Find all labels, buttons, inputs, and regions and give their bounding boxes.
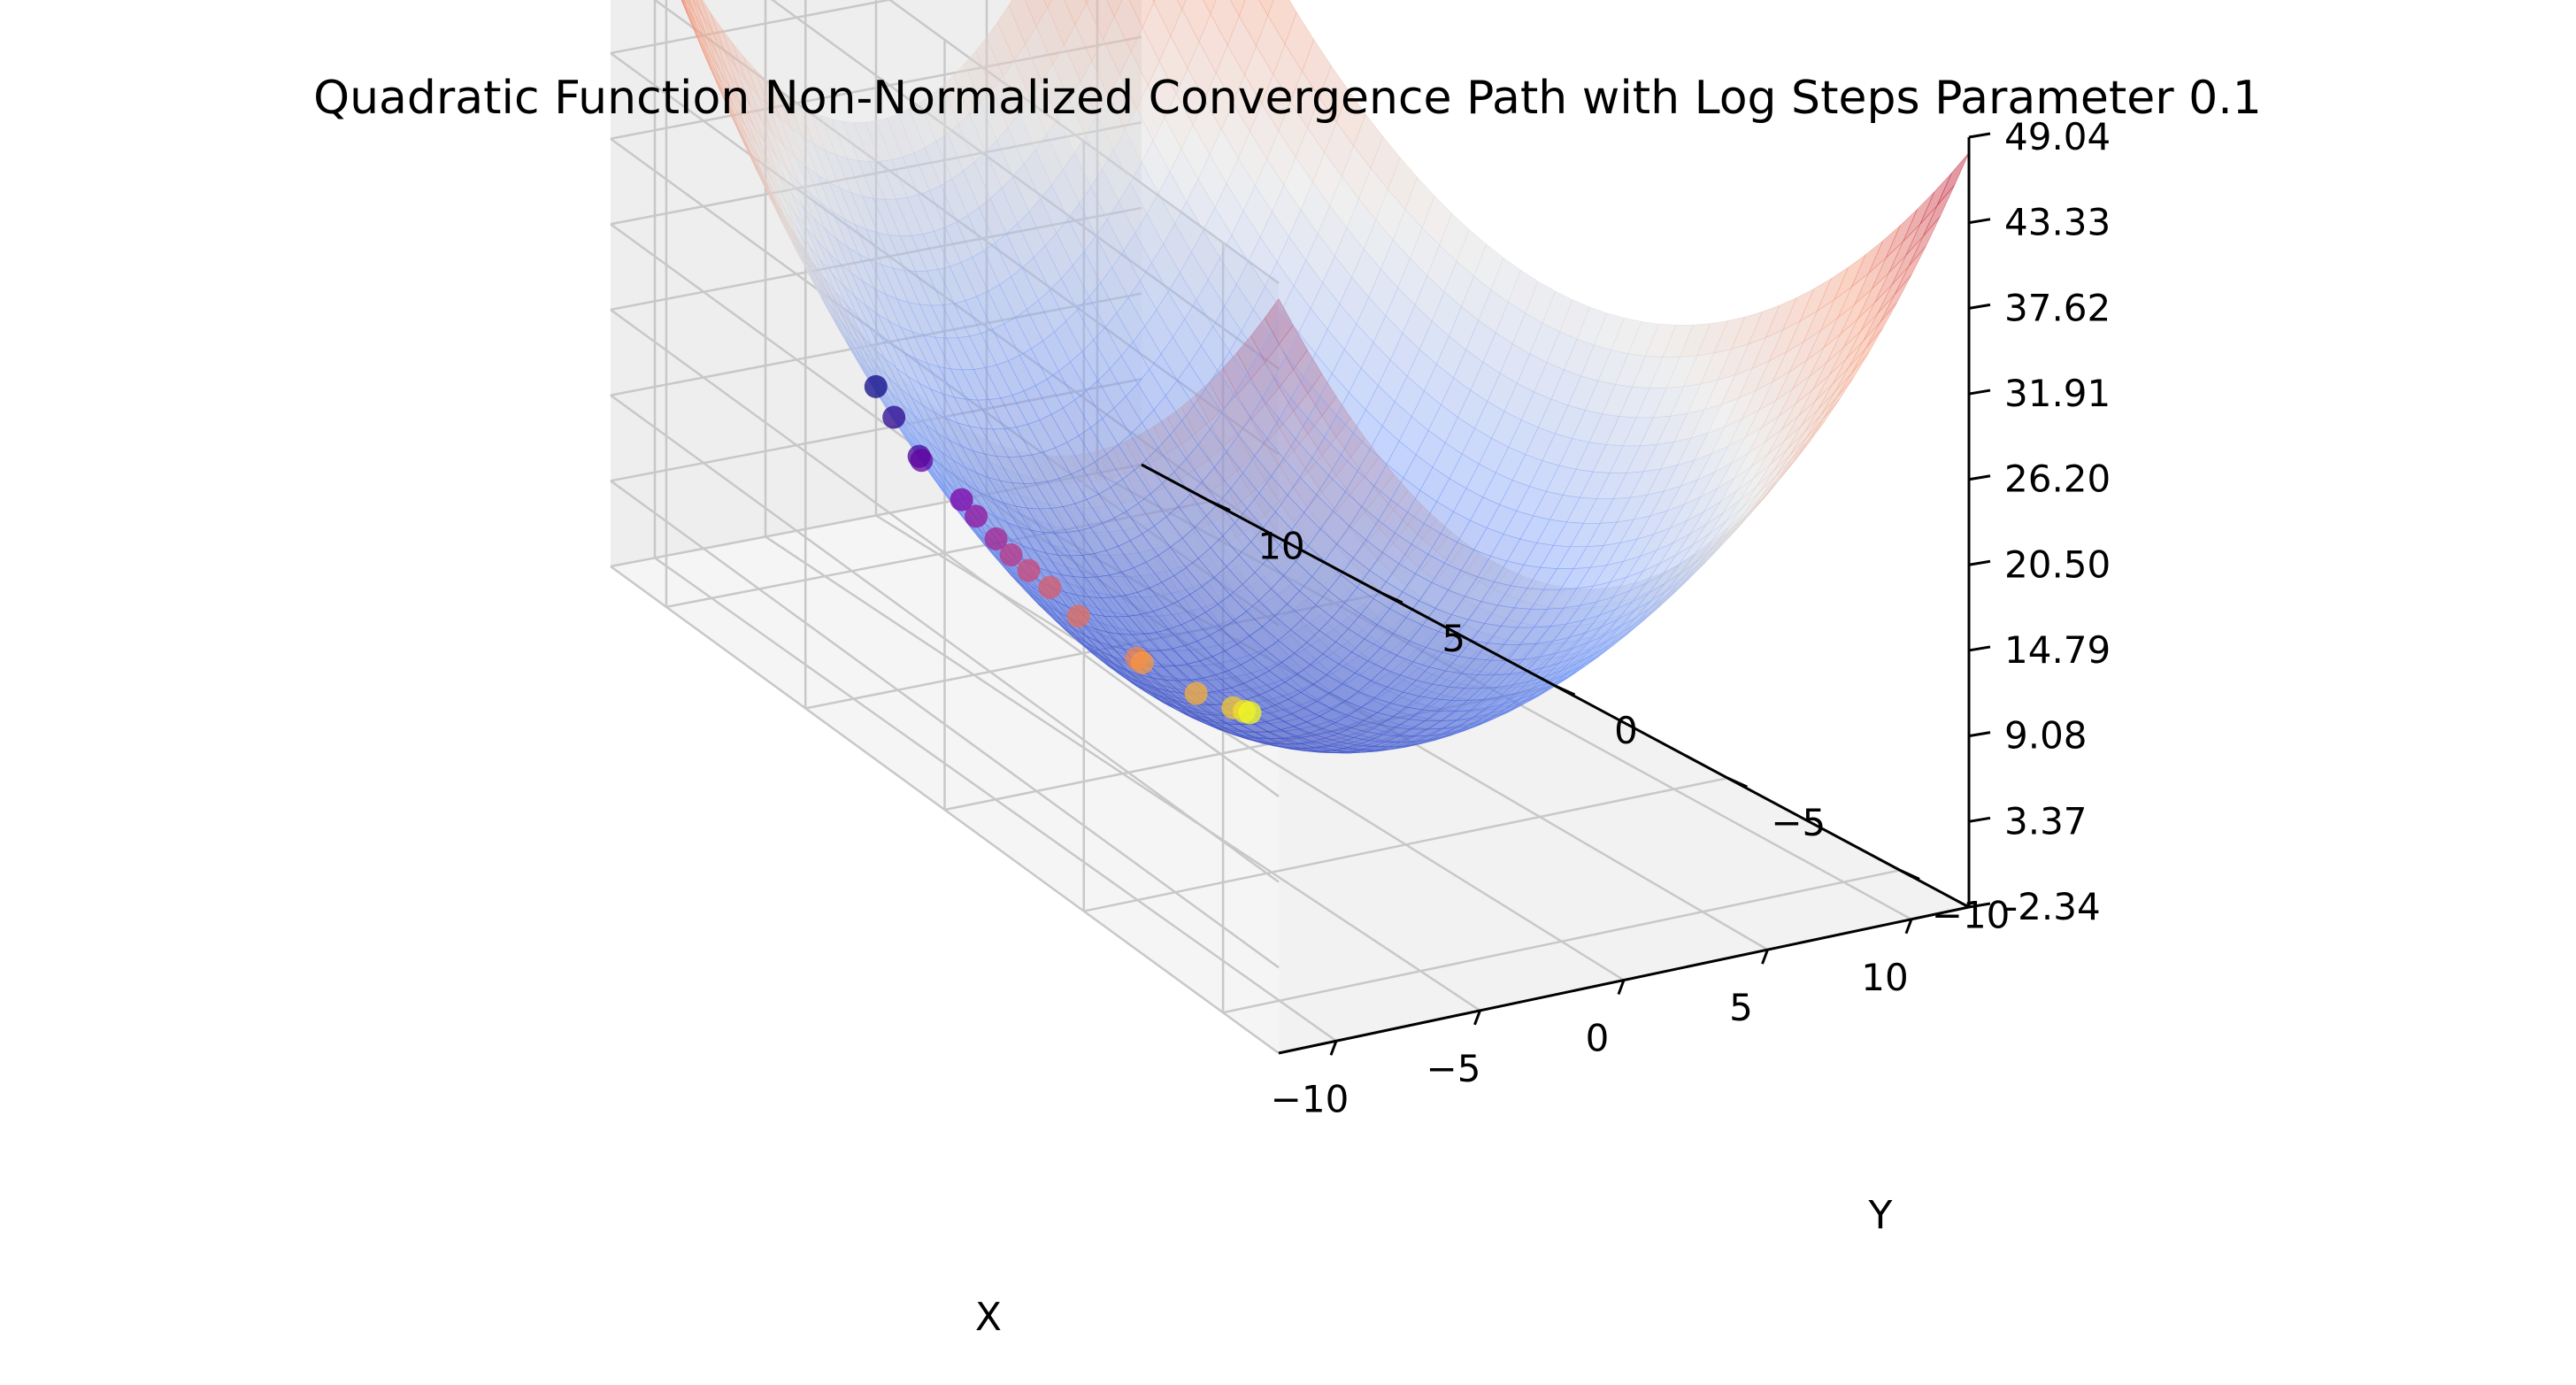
gridline [804, 592, 1383, 710]
gridline [888, 0, 1280, 285]
tick-mark [1968, 218, 1991, 225]
x-tick-label: −10 [1271, 1077, 1350, 1120]
path-point [1130, 650, 1154, 674]
z-tick-label: 26.20 [2004, 458, 2111, 501]
tick-mark [1473, 1010, 1481, 1026]
tick-mark [1968, 816, 1991, 823]
tick-mark [1382, 592, 1403, 604]
z-tick-label: 3.37 [2004, 799, 2088, 843]
surface-patch [1937, 152, 1970, 206]
tick-mark [1904, 919, 1913, 935]
x-axis-label: X [975, 1295, 1002, 1340]
z-tick-label: 14.79 [2004, 628, 2111, 672]
gridline [944, 684, 1556, 812]
gridline [610, 480, 1280, 969]
path-point [882, 405, 906, 429]
tick-mark [1899, 868, 1920, 881]
gridline [610, 378, 1142, 482]
gridline [610, 35, 1142, 140]
path-point [1066, 604, 1090, 628]
path-point [864, 374, 888, 398]
gridline [610, 121, 1142, 226]
y-tick-label: −5 [1771, 801, 1826, 844]
gridline [610, 308, 1280, 797]
z-tick-label: 49.04 [2004, 115, 2111, 158]
z-tick-label: 43.33 [2004, 201, 2111, 244]
surface-patch [1203, 0, 1217, 15]
tick-mark [1968, 645, 1991, 652]
path-point [950, 488, 973, 512]
tick-mark [1968, 389, 1991, 396]
z-tick-label: 9.08 [2004, 714, 2088, 758]
gridline [665, 500, 1211, 609]
tick-mark [1968, 132, 1991, 139]
x-tick-label: 10 [1861, 956, 1908, 999]
y-tick-label: −10 [1932, 893, 2011, 936]
tick-mark [1968, 902, 1991, 909]
gridline [610, 206, 1142, 312]
tick-mark [1761, 949, 1769, 965]
surface-patch [1177, 0, 1187, 11]
surface-patch [1258, 0, 1274, 17]
x-tick-label: 5 [1729, 986, 1753, 1029]
path-point [1038, 575, 1062, 599]
z-tick-label: 31.91 [2004, 372, 2111, 415]
gridline [610, 292, 1142, 396]
path-point [910, 449, 934, 473]
y-axis-label: Y [1868, 1193, 1893, 1238]
x-tick-label: −5 [1426, 1047, 1481, 1090]
gridline [1083, 776, 1728, 912]
z-tick-label: -2.34 [2004, 885, 2101, 928]
gridline [653, 0, 1280, 456]
z-tick-label: 37.62 [2004, 286, 2111, 329]
surface-patch [1043, 0, 1052, 9]
gridline [610, 0, 894, 55]
gridline [770, 0, 1280, 370]
path-point [1017, 558, 1041, 582]
y-tick-label: 0 [1614, 709, 1638, 752]
gridline [610, 394, 1280, 883]
tick-mark [1554, 684, 1576, 696]
path-point [999, 543, 1023, 567]
path-point [984, 527, 1008, 550]
gridline [610, 137, 1280, 627]
tick-mark [1617, 979, 1626, 996]
convergence-path [864, 374, 1262, 725]
surface-patch [1084, 0, 1088, 4]
gridline [1222, 869, 1901, 1014]
tick-mark [1726, 776, 1748, 789]
y-tick-label: 10 [1257, 525, 1304, 568]
path-point [1184, 681, 1208, 705]
quadratic-surface [681, 0, 1970, 754]
x-tick-label: 0 [1586, 1017, 1610, 1060]
tick-mark [1329, 1040, 1338, 1056]
tick-labels: −10 −5 0 5 10 −10 −5 0 5 10 -2.34 3.37 9.08 14.79 20.5… [1210, 115, 2111, 1120]
path-point [1238, 701, 1262, 725]
y-tick-label: 5 [1442, 617, 1465, 660]
z-tick-label: 20.50 [2004, 542, 2111, 586]
tick-mark [1210, 500, 1231, 512]
gridline [610, 52, 1280, 542]
gridline [610, 565, 1280, 1055]
tick-mark [1968, 303, 1991, 310]
tick-mark [1968, 474, 1991, 481]
path-point [965, 504, 988, 528]
chart-title: Quadratic Function Non-Normalized Conver… [313, 72, 2262, 125]
tick-mark [1968, 731, 1991, 738]
surface-patch [1230, 0, 1246, 17]
tick-mark [1968, 559, 1991, 566]
